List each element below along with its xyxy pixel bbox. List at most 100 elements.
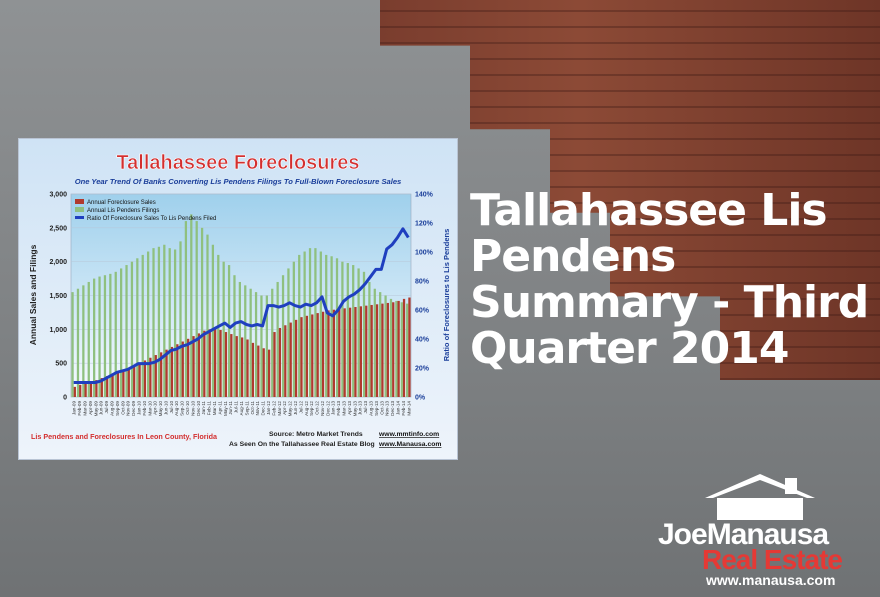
sales-bar	[246, 339, 249, 397]
filings-bar	[298, 254, 301, 397]
brand-logo[interactable]: JoeManausa Real Estate www.manausa.com	[640, 470, 860, 590]
sales-bar	[278, 327, 282, 397]
filings-bar	[384, 295, 387, 397]
y-tick-label: 500	[55, 361, 67, 368]
sales-bar	[138, 363, 141, 397]
y2-tick-label: 80%	[415, 279, 430, 286]
filings-bar	[206, 234, 209, 397]
filings-bar	[179, 241, 182, 397]
sales-bar	[386, 302, 389, 397]
y-tick-label: 2,000	[49, 259, 67, 266]
sales-bar	[241, 337, 244, 397]
legend-label: Annual Foreclosure Sales	[87, 200, 156, 206]
x-tick-label: Apr-12	[282, 401, 287, 415]
x-tick-label: Oct-09	[120, 401, 125, 415]
filings-bar	[141, 254, 144, 397]
filings-bar	[98, 276, 101, 397]
x-tick-label: May-12	[288, 401, 293, 417]
y-tick-label: 2,500	[49, 225, 67, 232]
sales-bar	[327, 310, 330, 397]
x-tick-label: Mar-13	[342, 401, 347, 416]
sales-bar	[354, 307, 357, 397]
x-tick-label: Nov-10	[190, 401, 195, 416]
filings-bar	[227, 265, 231, 397]
x-tick-label: Feb-10	[142, 401, 147, 416]
ratio-line	[73, 227, 410, 384]
source-text: Source: Metro Market Trends	[269, 431, 363, 438]
x-tick-label: Feb-11	[207, 401, 212, 416]
filings-bar	[287, 268, 290, 397]
y2-tick-label: 120%	[415, 221, 434, 228]
x-tick-label: Jun-09	[99, 401, 104, 415]
legend-swatch	[75, 199, 84, 204]
filings-bar	[222, 261, 225, 397]
filings-bar	[281, 275, 285, 397]
sales-bar	[365, 305, 368, 397]
x-tick-label: Oct-10	[185, 401, 190, 415]
sales-bar	[149, 357, 152, 397]
filings-bar	[362, 271, 366, 397]
y-tick-label: 1,500	[49, 293, 67, 300]
page-headline: Tallahassee Lis Pendens Summary - Third …	[470, 185, 869, 374]
filings-bar	[238, 281, 241, 397]
filings-bar	[292, 261, 295, 397]
filings-bar	[389, 298, 393, 397]
filings-bar	[254, 292, 258, 397]
sales-bar	[143, 360, 147, 397]
sales-bar	[392, 302, 395, 397]
sales-bar	[95, 380, 98, 397]
source-url[interactable]: www.mmtinfo.com	[378, 431, 439, 438]
x-tick-label: Dec-12	[325, 401, 330, 416]
filings-bar	[152, 248, 155, 397]
sales-bar	[381, 303, 384, 397]
sales-bar	[343, 308, 346, 397]
x-tick-label: Apr-13	[347, 401, 352, 415]
x-tick-label: May-09	[93, 401, 98, 417]
x-tick-label: Sep-13	[374, 401, 379, 416]
sales-bar	[267, 349, 271, 397]
sales-bar	[116, 371, 120, 397]
sales-bar	[284, 325, 287, 397]
x-tick-label: Oct-12	[315, 401, 320, 415]
sales-bar	[84, 383, 87, 397]
sales-bar	[89, 382, 93, 397]
filings-bar	[168, 248, 171, 397]
y2-tick-label: 60%	[415, 308, 430, 315]
x-tick-label: Jul-10	[169, 401, 174, 414]
x-tick-label: Apr-09	[88, 401, 93, 415]
x-tick-label: Aug-10	[174, 401, 179, 416]
sales-bar	[338, 309, 341, 397]
legend-swatch	[75, 207, 84, 212]
x-tick-label: Dec-13	[390, 401, 395, 416]
sales-bar	[370, 304, 373, 397]
y-tick-label: 3,000	[49, 192, 67, 199]
sales-bar	[187, 338, 190, 397]
filings-bar	[260, 295, 263, 397]
sales-bar	[316, 313, 319, 397]
filings-bar	[71, 292, 74, 397]
x-tick-label: Jul-09	[104, 401, 109, 414]
x-tick-label: Jun-13	[358, 401, 363, 415]
sales-bar	[214, 329, 217, 397]
sales-bar	[122, 369, 125, 397]
sales-bar	[176, 344, 179, 397]
x-tick-label: Jul-11	[234, 401, 239, 414]
sales-bar	[160, 352, 163, 397]
x-tick-label: Aug-12	[304, 401, 309, 416]
x-tick-label: Jan-11	[201, 401, 206, 415]
sales-bar	[348, 307, 352, 397]
filings-bar	[173, 249, 177, 397]
x-tick-label: Feb-13	[336, 401, 341, 416]
bars-group	[71, 214, 411, 397]
seen-on-url[interactable]: www.Manausa.com	[378, 441, 441, 448]
sales-bar	[106, 376, 109, 397]
x-tick-label: Mar-10	[147, 401, 152, 416]
sales-bar	[208, 329, 211, 397]
sales-bar	[133, 365, 136, 397]
x-tick-label: Jan-12	[266, 401, 271, 415]
filings-bar	[120, 268, 123, 397]
sales-bar	[294, 319, 298, 397]
filings-bar	[233, 275, 236, 397]
brand-url[interactable]: www.manausa.com	[706, 572, 836, 588]
x-tick-label: Nov-12	[320, 401, 325, 416]
